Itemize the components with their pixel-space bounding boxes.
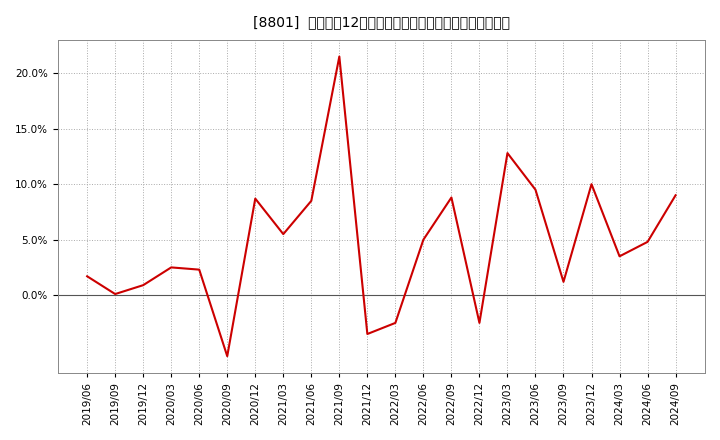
Title: [8801]  売上高の12か月移動合計の対前年同期増減率の推移: [8801] 売上高の12か月移動合計の対前年同期増減率の推移 (253, 15, 510, 29)
